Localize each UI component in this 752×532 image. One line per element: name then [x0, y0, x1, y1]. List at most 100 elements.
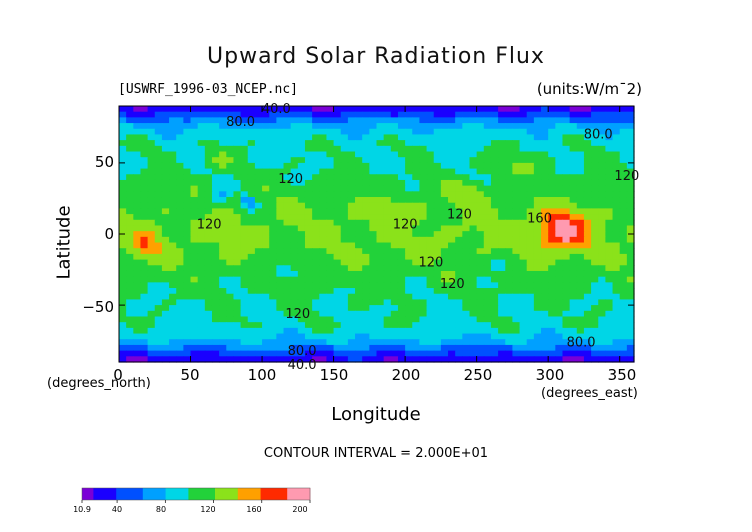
heatmap-cell: [340, 270, 349, 278]
heatmap-cell: [383, 327, 392, 335]
heatmap-cell: [448, 174, 456, 181]
heatmap-cell: [133, 242, 142, 249]
heatmap-cell: [355, 236, 363, 244]
heatmap-cell: [483, 265, 492, 272]
heatmap-cell: [419, 225, 428, 232]
heatmap-cell: [419, 106, 428, 113]
heatmap-cell: [483, 168, 492, 175]
heatmap-cell: [126, 179, 134, 187]
heatmap-cell: [133, 214, 142, 221]
heatmap-cell: [197, 242, 206, 249]
heatmap-cell: [383, 259, 392, 266]
heatmap-cell: [247, 151, 256, 158]
heatmap-cell: [269, 202, 277, 209]
heatmap-cell: [233, 157, 242, 164]
heatmap-cell: [512, 333, 521, 340]
heatmap-cell: [276, 242, 285, 249]
heatmap-cell: [405, 333, 413, 340]
heatmap-cell: [161, 305, 170, 312]
heatmap-cell: [405, 253, 413, 261]
heatmap-cell: [169, 282, 177, 289]
heatmap-cell: [183, 288, 192, 295]
heatmap-cell: [333, 174, 342, 181]
heatmap-cell: [490, 231, 499, 238]
heatmap-cell: [569, 174, 578, 181]
heatmap-cell: [211, 128, 220, 136]
heatmap-cell: [247, 162, 256, 170]
heatmap-cell: [612, 327, 621, 335]
heatmap-cell: [355, 316, 363, 323]
heatmap-cell: [533, 219, 542, 227]
heatmap-cell: [605, 174, 614, 181]
heatmap-cell: [455, 236, 463, 244]
heatmap-cell: [154, 197, 163, 204]
heatmap-cell: [211, 253, 220, 261]
heatmap-cell: [304, 248, 313, 255]
heatmap-cell: [526, 123, 535, 130]
heatmap-cell: [362, 231, 370, 238]
heatmap-cell: [326, 202, 335, 209]
heatmap-cell: [240, 231, 249, 238]
heatmap-cell: [340, 356, 349, 363]
heatmap-cell: [533, 276, 542, 283]
heatmap-cell: [483, 214, 492, 221]
heatmap-cell: [233, 225, 242, 232]
heatmap-cell: [433, 356, 442, 363]
heatmap-cell: [226, 259, 235, 266]
heatmap-cell: [612, 219, 621, 227]
heatmap-cell: [555, 208, 564, 215]
heatmap-cell: [240, 191, 249, 198]
heatmap-cell: [519, 225, 528, 232]
heatmap-cell: [512, 248, 521, 255]
heatmap-cell: [297, 293, 306, 301]
heatmap-cell: [183, 225, 192, 232]
heatmap-cell: [176, 197, 184, 204]
heatmap-cell: [533, 225, 542, 232]
heatmap-cell: [526, 157, 535, 164]
heatmap-cell: [462, 333, 471, 340]
heatmap-cell: [283, 305, 292, 312]
heatmap-cell: [219, 134, 227, 141]
heatmap-cell: [591, 168, 599, 175]
colorbar-segment: [169, 488, 174, 500]
heatmap-cell: [219, 123, 227, 130]
heatmap-cell: [591, 191, 599, 198]
heatmap-cell: [340, 191, 349, 198]
heatmap-cell: [626, 168, 635, 175]
heatmap-cell: [541, 123, 549, 130]
heatmap-cell: [412, 128, 421, 136]
heatmap-cell: [548, 356, 556, 363]
heatmap-cell: [498, 128, 506, 136]
heatmap-cell: [426, 202, 435, 209]
heatmap-cell: [619, 236, 628, 244]
heatmap-cell: [183, 265, 192, 272]
heatmap-cell: [126, 219, 134, 227]
heatmap-cell: [397, 339, 406, 346]
heatmap-cell: [247, 270, 256, 278]
heatmap-cell: [240, 299, 249, 306]
heatmap-cell: [247, 344, 256, 352]
heatmap-cell: [462, 179, 471, 187]
heatmap-cell: [498, 333, 506, 340]
heatmap-cell: [262, 162, 270, 170]
heatmap-cell: [505, 344, 513, 352]
heatmap-cell: [433, 145, 442, 153]
heatmap-cell: [426, 356, 435, 363]
heatmap-cell: [455, 248, 463, 255]
heatmap-cell: [526, 202, 535, 209]
heatmap-cell: [405, 231, 413, 238]
heatmap-cell: [390, 276, 399, 283]
heatmap-cell: [333, 214, 342, 221]
heatmap-cell: [183, 322, 192, 329]
heatmap-cell: [448, 339, 456, 346]
heatmap-cell: [469, 356, 478, 363]
heatmap-cell: [433, 202, 442, 209]
heatmap-cell: [612, 197, 621, 204]
heatmap-cell: [161, 151, 170, 158]
heatmap-cell: [533, 117, 542, 124]
heatmap-cell: [197, 202, 206, 209]
heatmap-cell: [526, 179, 535, 187]
heatmap-cell: [619, 168, 628, 175]
heatmap-cell: [598, 270, 606, 278]
heatmap-cell: [483, 151, 492, 158]
